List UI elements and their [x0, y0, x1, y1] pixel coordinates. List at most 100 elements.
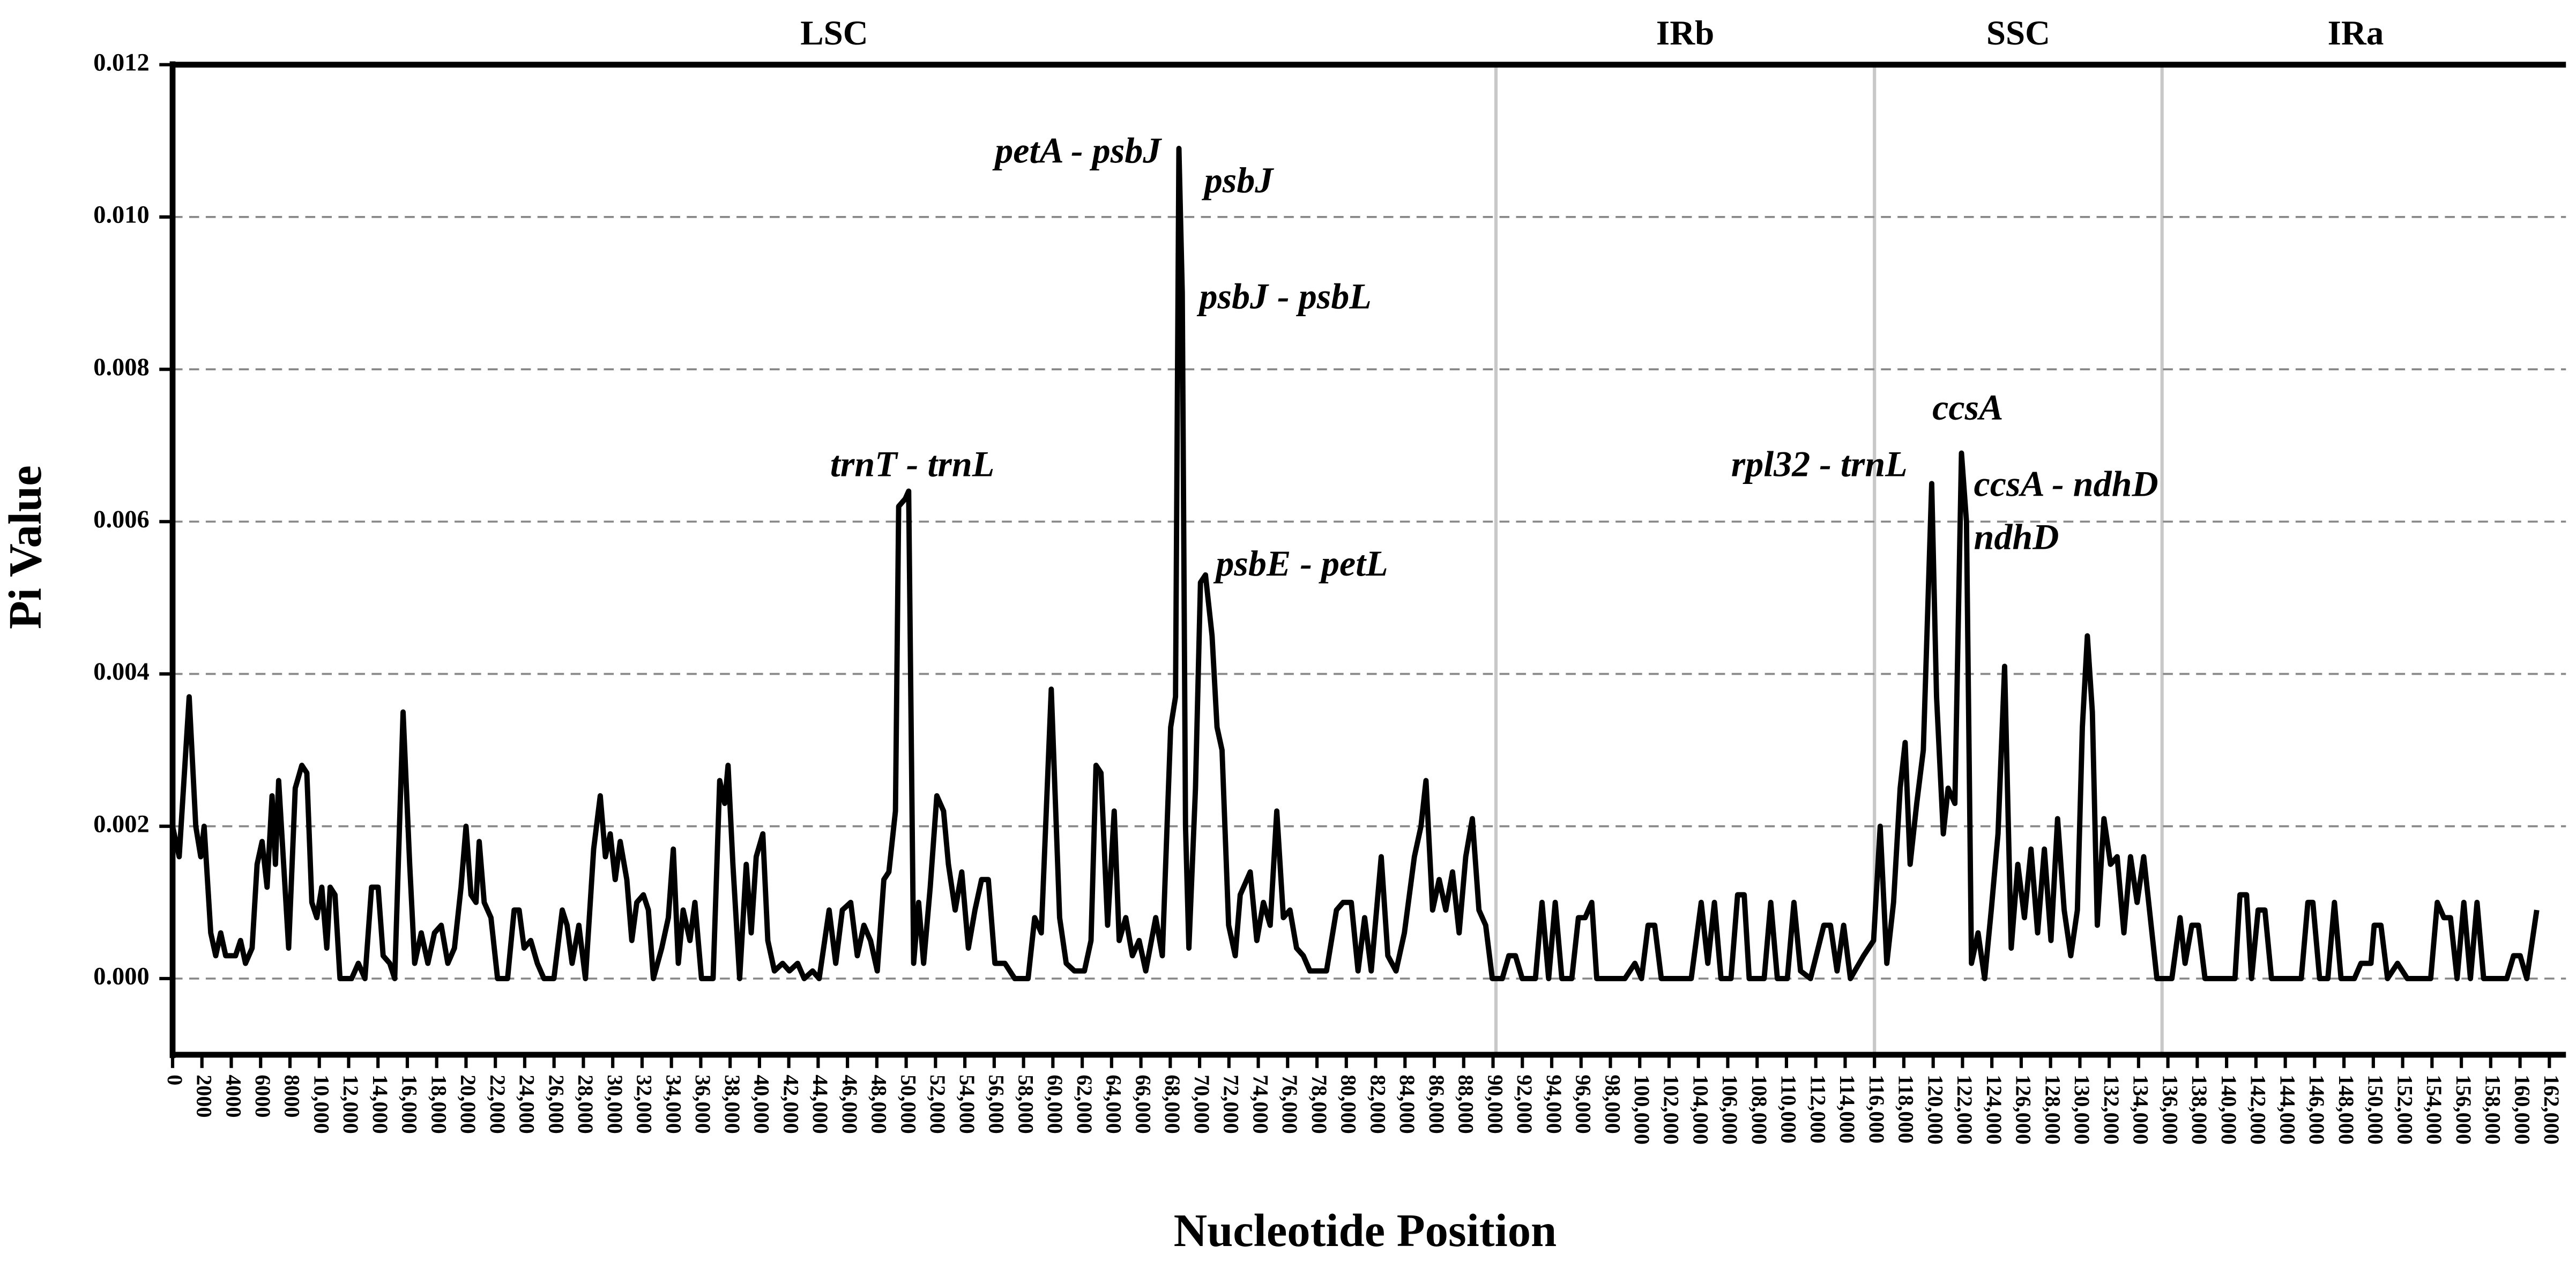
x-tick-label: 4000 [221, 1075, 245, 1117]
y-tick-label: 0.004 [93, 658, 149, 685]
x-tick-label: 114,000 [1835, 1075, 1859, 1144]
x-tick-label: 66,000 [1131, 1075, 1155, 1134]
annotation: rpl32 - trnL [1731, 443, 1908, 484]
x-tick-label: 74,000 [1248, 1075, 1272, 1134]
x-tick-label: 40,000 [750, 1075, 774, 1134]
x-tick-label: 150,000 [2364, 1075, 2388, 1145]
x-tick-label: 130,000 [2070, 1075, 2094, 1145]
x-tick-label: 14,000 [368, 1075, 392, 1134]
x-tick-label: 46,000 [838, 1075, 862, 1134]
annotation: trnT - trnL [830, 443, 994, 484]
annotation: ccsA - ndhD [1974, 463, 2158, 504]
x-tick-label: 84,000 [1395, 1075, 1419, 1134]
x-tick-label: 76,000 [1278, 1075, 1302, 1134]
x-tick-label: 92,000 [1513, 1075, 1537, 1134]
y-axis-title: Pi Value [0, 465, 51, 629]
x-tick-label: 44,000 [808, 1075, 832, 1134]
x-tick-label: 156,000 [2452, 1075, 2476, 1145]
x-tick-label: 64,000 [1102, 1075, 1126, 1134]
x-tick-label: 104,000 [1688, 1075, 1713, 1145]
x-tick-label: 30,000 [603, 1075, 627, 1134]
x-tick-label: 36,000 [691, 1075, 715, 1134]
x-tick-label: 52,000 [926, 1075, 950, 1134]
x-tick-label: 136,000 [2158, 1075, 2182, 1145]
x-tick-label: 72,000 [1219, 1075, 1244, 1134]
x-tick-label: 122,000 [1953, 1075, 1977, 1145]
annotation: petA - psbJ [992, 130, 1162, 170]
y-tick-label: 0.008 [93, 354, 149, 381]
x-tick-label: 144,000 [2275, 1075, 2299, 1145]
x-tick-label: 152,000 [2393, 1075, 2417, 1145]
x-tick-label: 86,000 [1425, 1075, 1449, 1134]
x-tick-label: 148,000 [2334, 1075, 2358, 1145]
x-tick-label: 78,000 [1307, 1075, 1331, 1134]
x-tick-label: 128,000 [2041, 1075, 2065, 1145]
y-tick-label: 0.010 [93, 202, 149, 229]
x-tick-label: 120,000 [1923, 1075, 1947, 1145]
region-label: LSC [800, 14, 868, 53]
x-tick-label: 134,000 [2129, 1075, 2153, 1145]
x-tick-label: 18,000 [427, 1075, 451, 1134]
x-tick-label: 116,000 [1865, 1075, 1889, 1144]
x-axis-title: Nucleotide Position [1174, 1205, 1557, 1256]
x-tick-label: 60,000 [1043, 1075, 1067, 1134]
x-tick-label: 68,000 [1160, 1075, 1185, 1134]
x-tick-label: 126,000 [2012, 1075, 2036, 1145]
x-tick-label: 98,000 [1600, 1075, 1625, 1134]
x-tick-label: 124,000 [1982, 1075, 2006, 1145]
x-tick-label: 0 [163, 1075, 187, 1085]
x-tick-label: 160,000 [2510, 1075, 2534, 1145]
y-tick-label: 0.006 [93, 506, 149, 533]
x-tick-label: 8000 [280, 1075, 304, 1117]
x-tick-label: 24,000 [515, 1075, 539, 1134]
data-line [170, 146, 2540, 981]
x-tick-label: 82,000 [1366, 1075, 1390, 1134]
region-label: SSC [1986, 14, 2050, 53]
x-tick-label: 42,000 [779, 1075, 803, 1134]
x-tick-label: 50,000 [896, 1075, 920, 1134]
annotation: psbJ - psbL [1196, 276, 1371, 317]
annotation: ndhD [1974, 516, 2059, 557]
x-tick-label: 2000 [192, 1075, 217, 1117]
x-tick-label: 132,000 [2099, 1075, 2124, 1145]
x-tick-label: 62,000 [1073, 1075, 1097, 1134]
region-label: IRb [1656, 14, 1714, 53]
region-label: IRa [2328, 14, 2384, 53]
x-tick-label: 162,000 [2540, 1075, 2564, 1145]
x-tick-label: 12,000 [339, 1075, 363, 1134]
y-tick-label: 0.012 [93, 49, 149, 76]
x-tick-label: 110,000 [1777, 1075, 1801, 1144]
x-tick-label: 90,000 [1483, 1075, 1507, 1134]
x-tick-label: 94,000 [1542, 1075, 1566, 1134]
x-tick-label: 20,000 [456, 1075, 480, 1134]
x-tick-label: 158,000 [2481, 1075, 2505, 1145]
annotation: psbE - petL [1213, 543, 1388, 584]
annotation: psbJ [1202, 160, 1275, 200]
x-tick-label: 70,000 [1190, 1075, 1214, 1134]
annotation: ccsA [1932, 387, 2003, 428]
x-tick-label: 140,000 [2217, 1075, 2241, 1145]
x-tick-label: 26,000 [544, 1075, 568, 1134]
x-tick-label: 6000 [251, 1075, 275, 1117]
x-tick-label: 48,000 [867, 1075, 891, 1134]
y-tick-label: 0.000 [93, 963, 149, 990]
x-tick-label: 96,000 [1572, 1075, 1596, 1134]
x-tick-label: 28,000 [574, 1075, 598, 1134]
x-tick-label: 108,000 [1747, 1075, 1771, 1145]
x-tick-label: 142,000 [2246, 1075, 2270, 1145]
x-tick-label: 56,000 [985, 1075, 1009, 1134]
x-tick-label: 58,000 [1014, 1075, 1038, 1134]
x-tick-label: 102,000 [1659, 1075, 1684, 1145]
x-tick-label: 38,000 [720, 1075, 744, 1134]
x-tick-label: 54,000 [955, 1075, 979, 1134]
x-tick-label: 138,000 [2187, 1075, 2212, 1145]
x-tick-label: 88,000 [1454, 1075, 1478, 1134]
y-tick-label: 0.002 [93, 810, 149, 838]
x-tick-label: 154,000 [2422, 1075, 2446, 1145]
x-tick-label: 16,000 [398, 1075, 422, 1134]
x-tick-label: 100,000 [1630, 1075, 1654, 1145]
x-tick-label: 146,000 [2305, 1075, 2329, 1145]
x-tick-label: 32,000 [632, 1075, 657, 1134]
